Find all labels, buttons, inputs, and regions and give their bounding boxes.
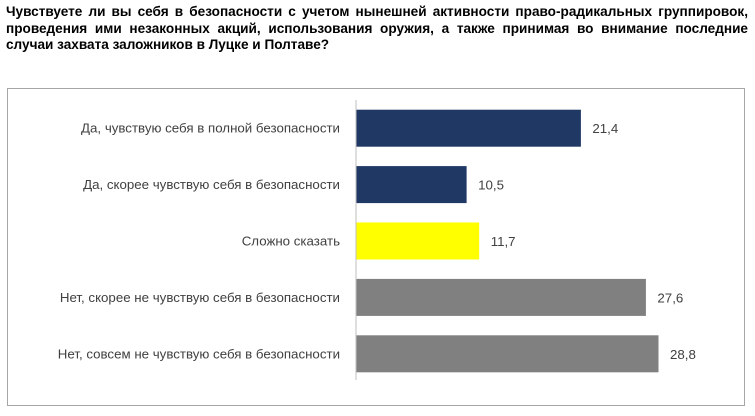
category-label-2: Да, скорее чувствую себя в безопасности <box>83 177 340 192</box>
bar-4 <box>356 278 646 316</box>
bar-1 <box>356 109 581 147</box>
category-label-5: Нет, совсем не чувствую себя в безопасно… <box>58 346 340 361</box>
value-label-1: 21,4 <box>592 121 618 136</box>
value-label-4: 27,6 <box>657 290 683 305</box>
category-label-1: Да, чувствую себя в полной безопасности <box>81 121 340 136</box>
value-label-5: 28,8 <box>670 347 696 362</box>
category-label-4: Нет, скорее не чувствую себя в безопасно… <box>60 290 340 305</box>
category-label-3: Сложно сказать <box>242 234 340 249</box>
bar-2 <box>356 166 467 204</box>
bar-3 <box>356 222 480 260</box>
bar-5 <box>356 335 659 373</box>
value-label-3: 11,7 <box>491 234 516 249</box>
question-title: Чувствуете ли вы себя в безопасности с у… <box>6 4 748 52</box>
value-label-2: 10,5 <box>478 178 504 193</box>
